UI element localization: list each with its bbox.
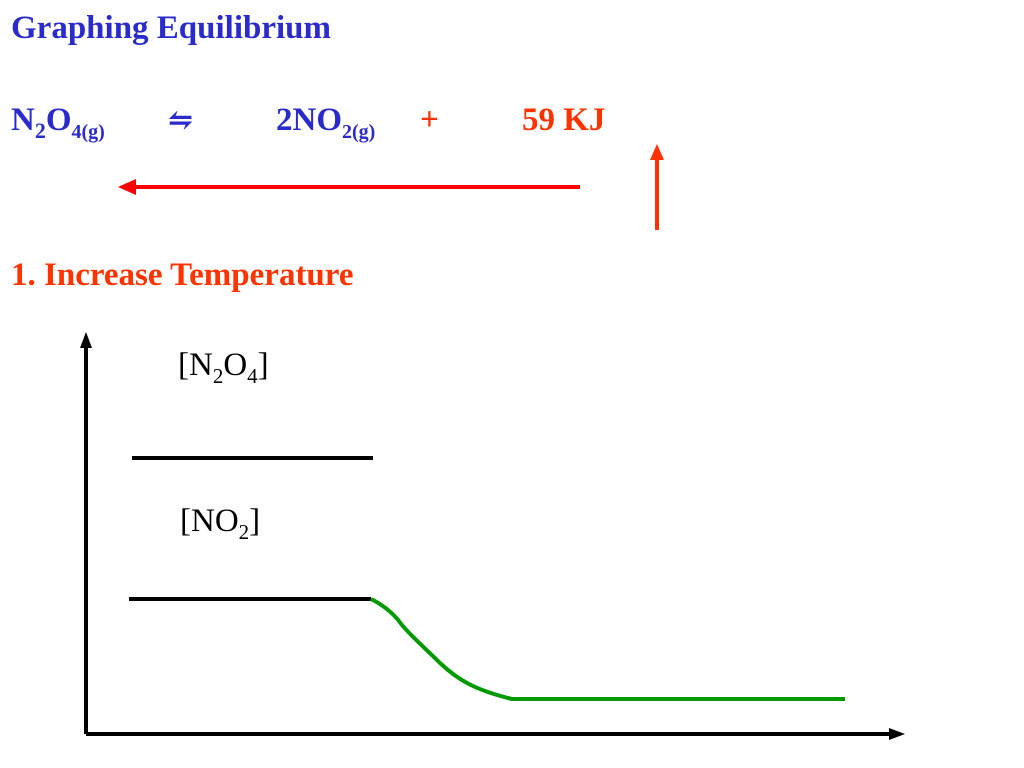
shift-left-arrow — [118, 179, 580, 195]
label-no2-sub: 2 — [238, 520, 250, 544]
step-heading: 1. Increase Temperature — [11, 257, 354, 293]
label-no2-open: [NO — [180, 503, 239, 539]
label-n2o4-open: [N — [178, 347, 213, 383]
y-axis-arrowhead — [80, 332, 92, 348]
reactant-sub-2: 2 — [34, 118, 46, 143]
label-n2o4-sub1: 2 — [212, 364, 224, 388]
product-sub-phase: 2(g) — [342, 121, 376, 143]
concentration-change-curve — [370, 597, 845, 701]
equilibrium-arrow-icon: ⇋ — [168, 104, 194, 137]
label-no2-close: ] — [249, 503, 261, 539]
reactant-base-n: N — [11, 102, 35, 138]
label-n2o4-close: ] — [257, 347, 269, 383]
reactant-sub-phase: 4(g) — [71, 121, 105, 143]
slide-title: Graphing Equilibrium — [11, 10, 332, 46]
label-n2o4-mid: O — [223, 347, 248, 383]
product-base: 2NO — [276, 102, 342, 138]
shift-left-arrow-head — [118, 179, 136, 195]
label-n2o4: [N2O4] — [178, 347, 269, 387]
reactant-formula: N2O4(g) — [11, 102, 105, 143]
plus-sign: + — [420, 102, 439, 138]
x-axis-arrowhead — [889, 728, 905, 740]
reactant-base-o: O — [45, 102, 72, 138]
temperature-up-arrow-head — [650, 144, 664, 160]
energy-term: 59 KJ — [522, 102, 606, 138]
product-formula: 2NO2(g) — [276, 102, 375, 143]
label-no2: [NO2] — [180, 503, 261, 543]
graph-axes — [80, 332, 905, 740]
temperature-up-arrow — [650, 144, 664, 230]
label-n2o4-sub2: 4 — [247, 364, 258, 388]
